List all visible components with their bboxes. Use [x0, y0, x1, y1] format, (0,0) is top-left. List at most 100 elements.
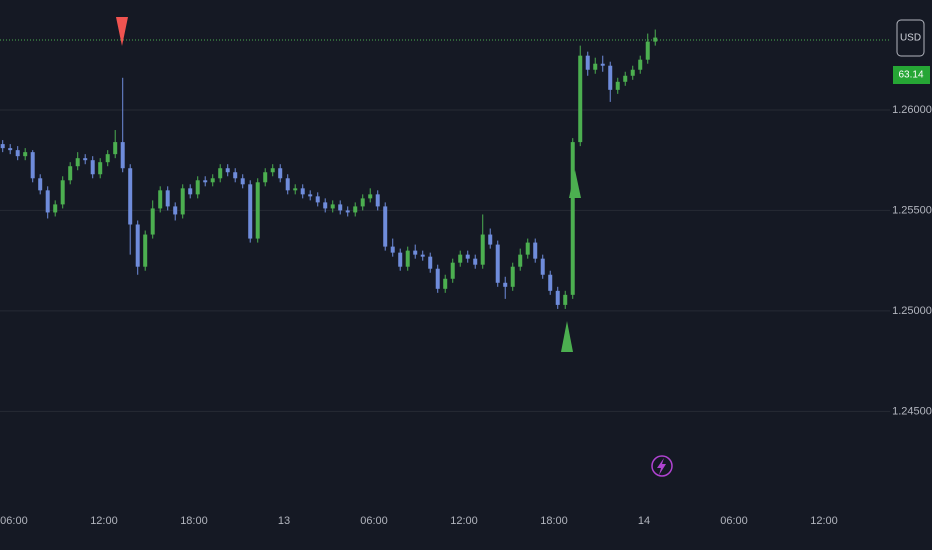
candle-body: [638, 59, 643, 70]
candle-body: [315, 196, 320, 203]
candle-body: [203, 180, 208, 183]
candle-body: [555, 290, 560, 305]
x-tick-label: 13: [278, 515, 290, 527]
candle-body: [495, 244, 500, 283]
candle-body: [465, 254, 470, 259]
candle-body: [390, 246, 395, 253]
candle-body: [383, 206, 388, 247]
candle-body: [345, 210, 350, 213]
candle-body: [405, 250, 410, 267]
buy-arrow: [569, 170, 581, 198]
x-tick-label: 06:00: [0, 515, 28, 527]
candle-body: [420, 254, 425, 257]
candle-body: [83, 158, 88, 161]
candle-body: [608, 65, 613, 90]
candle-body: [600, 63, 605, 66]
candle-body: [75, 158, 80, 167]
x-tick-label: 14: [638, 515, 650, 527]
candle-body: [450, 262, 455, 279]
candle-body: [585, 55, 590, 70]
candle-body: [98, 162, 103, 175]
candle-body: [53, 204, 58, 213]
price-tag-text: 63.14: [898, 70, 923, 81]
candle-body: [653, 37, 658, 42]
candle-body: [210, 178, 215, 183]
candle-body: [233, 172, 238, 179]
event-icon[interactable]: [651, 455, 673, 477]
candle-body: [578, 55, 583, 143]
candle-body: [68, 166, 73, 181]
candle-body: [338, 204, 343, 211]
candle-body: [105, 154, 110, 163]
candle-body: [570, 142, 575, 295]
candle-body: [615, 81, 620, 90]
candle-body: [645, 41, 650, 60]
candle-body: [398, 252, 403, 267]
y-tick-label: 1.25000: [892, 305, 932, 317]
x-tick-label: 06:00: [720, 515, 748, 527]
currency-button[interactable]: [896, 19, 925, 57]
candle-body: [525, 242, 530, 255]
price-tag: [893, 66, 930, 84]
candle-body: [413, 250, 418, 255]
candle-body: [225, 168, 230, 173]
candle-body: [143, 234, 148, 267]
candle-body: [510, 266, 515, 287]
candle-body: [218, 168, 223, 179]
candle-body: [255, 182, 260, 239]
sell-arrow: [116, 17, 128, 46]
candle-body: [30, 152, 35, 179]
candle-body: [518, 254, 523, 267]
candle-body: [360, 198, 365, 207]
candle-body: [173, 206, 178, 215]
candle-body: [188, 188, 193, 195]
candle-body: [300, 188, 305, 195]
x-tick-label: 18:00: [540, 515, 568, 527]
x-tick-label: 18:00: [180, 515, 208, 527]
currency-label: USD: [900, 33, 921, 44]
candle-body: [375, 194, 380, 207]
candle-body: [293, 188, 298, 191]
candle-body: [308, 194, 313, 197]
candle-body: [270, 168, 275, 173]
candle-body: [165, 190, 170, 207]
candle-body: [15, 150, 20, 157]
candle-body: [8, 148, 13, 151]
y-tick-label: 1.24500: [892, 405, 932, 417]
y-tick-label: 1.25500: [892, 204, 932, 216]
candle-body: [630, 69, 635, 76]
candle-body: [563, 294, 568, 305]
candle-body: [0, 144, 5, 149]
candle-body: [368, 194, 373, 199]
candle-body: [428, 256, 433, 269]
candle-body: [158, 190, 163, 209]
plot-area: [0, 29, 890, 309]
event-icon-bolt: [657, 458, 666, 475]
x-tick-label: 12:00: [90, 515, 118, 527]
y-tick-label: 1.26000: [892, 104, 932, 116]
candle-body: [548, 274, 553, 291]
candle-body: [533, 242, 538, 259]
candle-body: [248, 184, 253, 239]
grid: [0, 109, 890, 412]
candle-body: [473, 258, 478, 265]
candle-body: [120, 142, 125, 169]
candle-body: [45, 190, 50, 213]
candle-body: [135, 224, 140, 267]
candle-body: [278, 168, 283, 179]
candle-body: [623, 75, 628, 82]
candle-body: [323, 202, 328, 209]
candle-body: [60, 180, 65, 205]
candle-body: [330, 204, 335, 209]
x-tick-label: 12:00: [810, 515, 838, 527]
candle-body: [435, 268, 440, 289]
candle-body: [128, 168, 133, 225]
x-tick-label: 06:00: [360, 515, 388, 527]
buy-arrow: [561, 321, 573, 352]
candle-body: [353, 206, 358, 213]
candle-body: [480, 234, 485, 265]
candle-body: [593, 63, 598, 70]
candle-body: [90, 160, 95, 175]
